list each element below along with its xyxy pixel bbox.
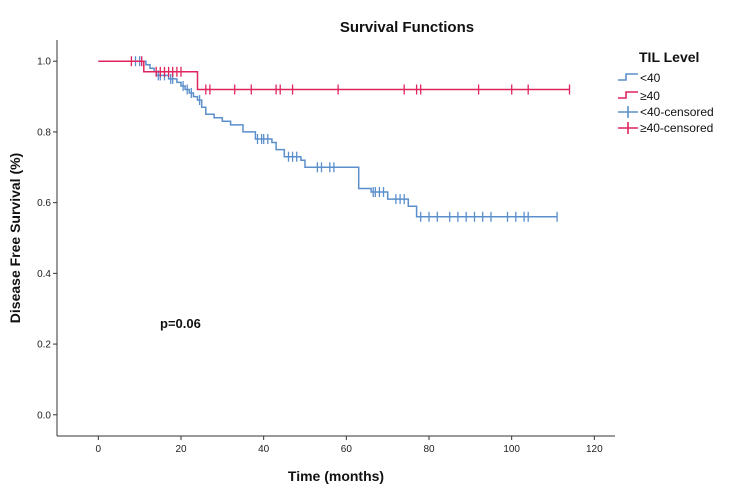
legend-item-low: <40 [618, 71, 661, 85]
series-low [98, 56, 558, 222]
y-tick-label: 0.2 [37, 340, 51, 351]
survival-curve-low [98, 60, 558, 218]
p-value-annotation: p=0.06 [160, 316, 201, 331]
chart-title: Survival Functions [340, 19, 474, 36]
legend-label-high-censored: ≥40-censored [640, 121, 713, 135]
x-tick-label: 80 [423, 444, 435, 455]
legend-item-high-censored: ≥40-censored [618, 121, 713, 135]
survival-curve-high [98, 60, 570, 91]
series-high [98, 56, 571, 95]
y-tick-label: 0.8 [37, 127, 51, 138]
y-tick-label: 0.4 [37, 269, 51, 280]
x-tick-label: 120 [586, 444, 603, 455]
x-tick-label: 100 [503, 444, 520, 455]
legend-label-high: ≥40 [640, 89, 660, 103]
x-tick-label: 20 [175, 444, 187, 455]
x-tick-label: 0 [96, 444, 102, 455]
x-tick-label: 60 [341, 444, 353, 455]
legend-swatch-high-step [618, 91, 638, 99]
plot-axes [56, 40, 615, 437]
legend-swatch-low-step [618, 73, 638, 81]
legend-title: TIL Level [639, 49, 699, 65]
y-tick-label: 0.6 [37, 198, 51, 209]
x-ticks: 0 20 40 60 80 100 120 [96, 436, 603, 455]
y-ticks: 0.0 0.2 0.4 0.6 0.8 1.0 [37, 57, 57, 421]
legend-label-low: <40 [640, 71, 661, 85]
series-layer [98, 56, 571, 222]
y-tick-label: 1.0 [37, 57, 51, 68]
legend: TIL Level <40 ≥40 <40-censored ≥40-censo… [618, 49, 714, 135]
legend-item-low-censored: <40-censored [618, 105, 714, 119]
legend-item-high: ≥40 [618, 89, 660, 103]
x-axis-title: Time (months) [288, 468, 384, 484]
y-tick-label: 0.0 [37, 410, 51, 421]
y-axis-title: Disease Free Survival (%) [7, 153, 23, 323]
legend-label-low-censored: <40-censored [640, 105, 714, 119]
x-tick-label: 40 [258, 444, 270, 455]
